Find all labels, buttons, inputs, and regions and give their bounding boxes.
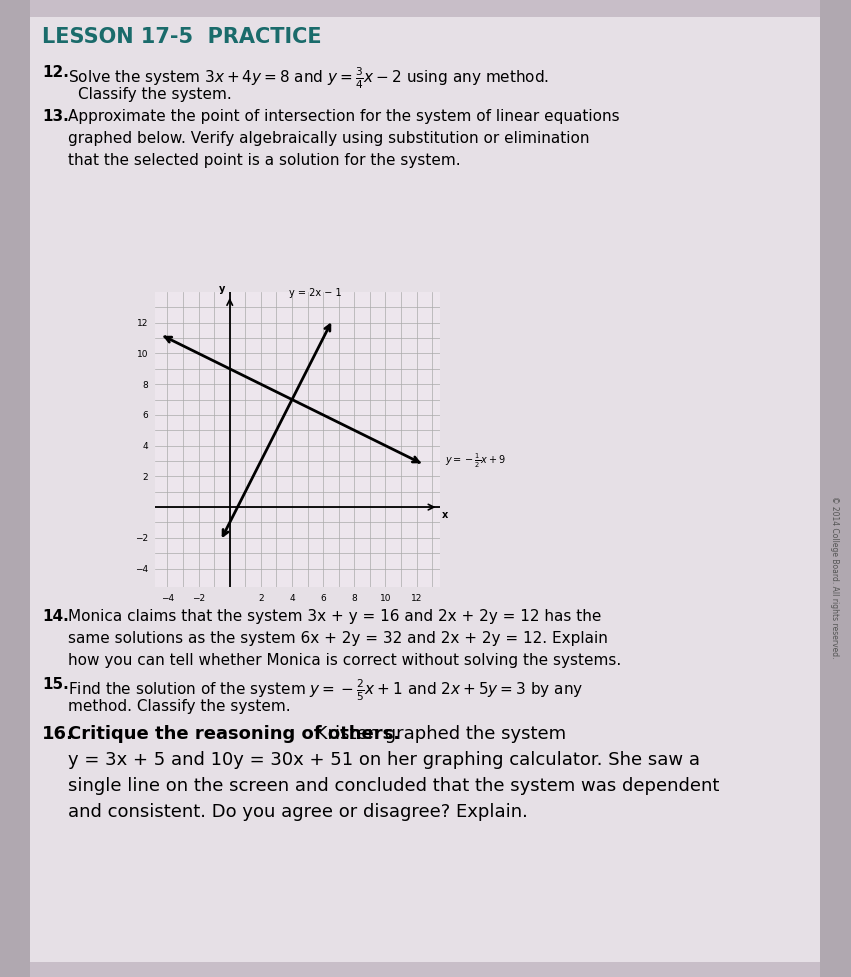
Text: Monica claims that the system 3x + y = 16 and 2x + 2y = 12 has the: Monica claims that the system 3x + y = 1… (68, 609, 602, 624)
Text: Classify the system.: Classify the system. (78, 87, 231, 102)
Text: Approximate the point of intersection for the system of linear equations: Approximate the point of intersection fo… (68, 109, 620, 124)
Text: graphed below. Verify algebraically using substitution or elimination: graphed below. Verify algebraically usin… (68, 131, 590, 146)
Text: 16.: 16. (42, 725, 74, 743)
Bar (0, 0, 30, 977)
Text: Solve the system $3x+4y=8$ and $y=\frac{3}{4}x-2$ using any method.: Solve the system $3x+4y=8$ and $y=\frac{… (68, 65, 549, 91)
Text: same solutions as the system 6x + 2y = 32 and 2x + 2y = 12. Explain: same solutions as the system 6x + 2y = 3… (68, 631, 608, 646)
Bar (820, 0, 851, 977)
Text: and consistent. Do you agree or disagree? Explain.: and consistent. Do you agree or disagree… (68, 803, 528, 821)
Text: Critique the reasoning of others.: Critique the reasoning of others. (68, 725, 400, 743)
Text: 15.: 15. (42, 677, 69, 692)
Text: Kristen graphed the system: Kristen graphed the system (310, 725, 566, 743)
Text: LESSON 17-5  PRACTICE: LESSON 17-5 PRACTICE (42, 27, 322, 47)
Text: $y=-\frac{1}{2}x+9$: $y=-\frac{1}{2}x+9$ (445, 452, 505, 470)
Text: 14.: 14. (42, 609, 69, 624)
Text: y = 3x + 5 and 10y = 30x + 51 on her graphing calculator. She saw a: y = 3x + 5 and 10y = 30x + 51 on her gra… (68, 751, 700, 769)
Text: 12.: 12. (42, 65, 69, 80)
Text: Find the solution of the system $y=-\frac{2}{5}x+1$ and $2x+5y=3$ by any: Find the solution of the system $y=-\fra… (68, 677, 583, 702)
Text: that the selected point is a solution for the system.: that the selected point is a solution fo… (68, 153, 460, 168)
Text: x: x (442, 510, 448, 520)
Text: © 2014 College Board. All rights reserved.: © 2014 College Board. All rights reserve… (831, 495, 839, 658)
Text: method. Classify the system.: method. Classify the system. (68, 699, 291, 714)
Text: how you can tell whether Monica is correct without solving the systems.: how you can tell whether Monica is corre… (68, 653, 621, 668)
Text: single line on the screen and concluded that the system was dependent: single line on the screen and concluded … (68, 777, 719, 795)
Text: 13.: 13. (42, 109, 69, 124)
Text: y = 2x − 1: y = 2x − 1 (289, 288, 342, 298)
Text: y: y (219, 283, 226, 293)
